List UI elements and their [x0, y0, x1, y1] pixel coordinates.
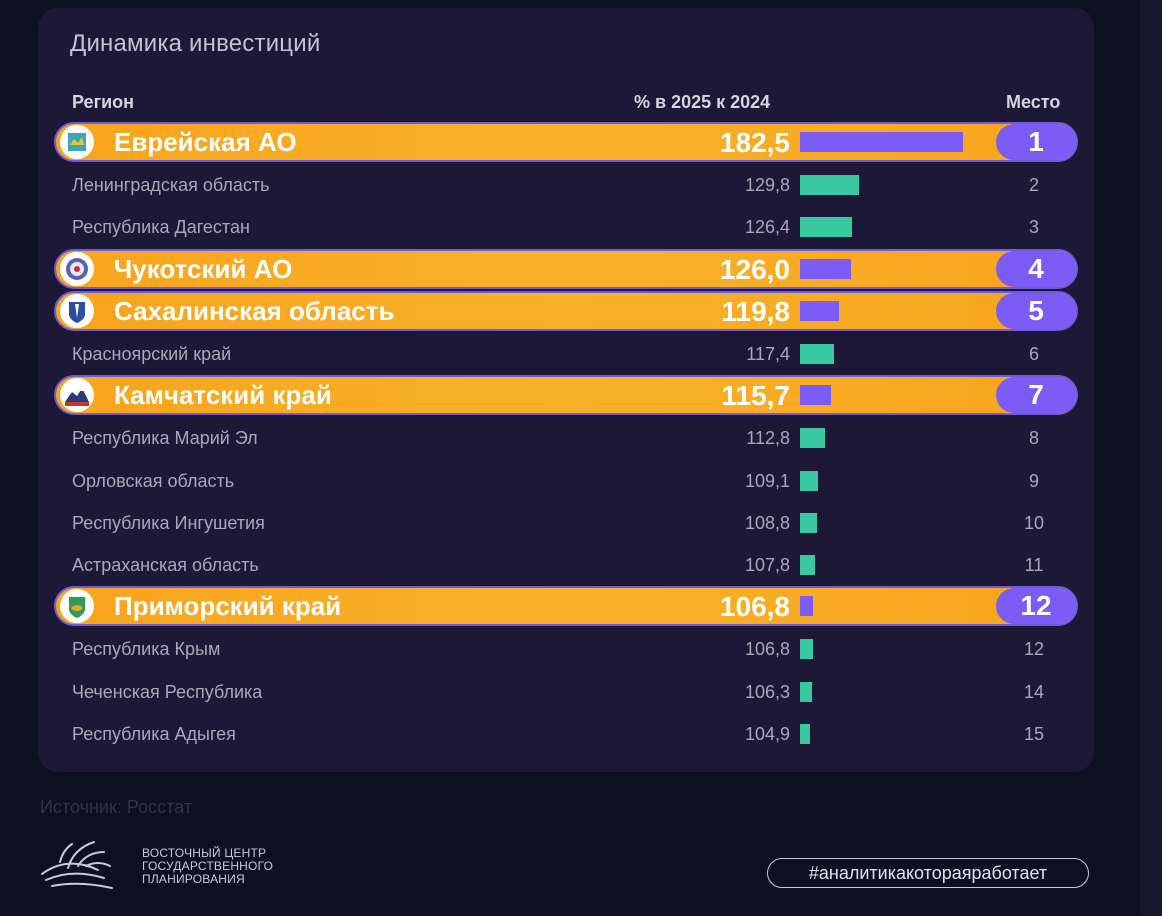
table-row: Красноярский край 117,4 6	[38, 333, 1094, 375]
highlight-pill	[54, 248, 1078, 289]
value-label: 119,8	[721, 295, 790, 327]
rank-pill	[996, 124, 1076, 160]
rank-label: 1	[1028, 126, 1044, 157]
rank-pill	[996, 377, 1076, 414]
highlight-pill	[54, 586, 1078, 627]
card-title: Динамика инвестиций	[70, 30, 321, 57]
value-label: 106,8	[719, 591, 790, 623]
table-row: Республика Ингушетия 108,8 10	[38, 502, 1094, 544]
rank-label: 4	[1028, 252, 1044, 284]
value-bar	[800, 258, 852, 279]
region-name: Республика Дагестан	[72, 217, 250, 238]
rank-label: 10	[1023, 512, 1045, 533]
rank-label: 9	[1028, 470, 1039, 491]
investment-dynamics-card: Динамика инвестиций Регион % в 2025 к 20…	[38, 8, 1094, 772]
region-name: Ленинградская область	[72, 175, 270, 196]
region-name: Республика Адыгея	[72, 723, 236, 744]
rank-label: 12	[1023, 639, 1045, 660]
table-row-highlighted: Камчатский край 115,7 7	[38, 375, 1094, 417]
logo-text: ВОСТОЧНЫЙ ЦЕНТР ГОСУДАРСТВЕННОГО ПЛАНИРО…	[142, 846, 274, 886]
rank-label: 14	[1023, 681, 1045, 702]
value-bar	[800, 175, 859, 196]
highlight-pill	[54, 290, 1078, 331]
value-bar	[800, 723, 810, 744]
value-bar	[800, 344, 835, 364]
region-name: Астраханская область	[72, 555, 259, 575]
region-name: Еврейская АО	[114, 127, 297, 157]
jewish-ao-emblem-icon	[60, 125, 94, 159]
rank-pill	[996, 292, 1076, 329]
column-header-percent: % в 2025 к 2024	[634, 92, 771, 112]
vcgp-logo-icon	[38, 832, 138, 892]
table-row: Орловская область 109,1 9	[38, 460, 1094, 502]
value-bar	[800, 512, 818, 533]
region-name: Приморский край	[114, 591, 342, 622]
value-label: 182,5	[719, 127, 790, 158]
value-bar	[800, 300, 840, 321]
value-label: 126,4	[744, 217, 790, 238]
sakhalin-emblem-icon	[60, 293, 94, 328]
value-label: 104,9	[744, 723, 790, 744]
value-label: 129,8	[744, 175, 790, 196]
rank-label: 8	[1028, 428, 1039, 449]
table-row: Республика Крым 106,8 12	[38, 628, 1094, 670]
table-row: Астраханская область 107,8 11	[38, 544, 1094, 586]
right-edge-strip	[1140, 0, 1162, 916]
column-header-rank: Место	[1006, 92, 1061, 112]
column-header-region: Регион	[72, 92, 134, 112]
value-bar	[800, 132, 964, 152]
value-label: 109,1	[744, 470, 790, 491]
table-row: Республика Марий Эл 112,8 8	[38, 417, 1094, 459]
region-name: Республика Крым	[72, 639, 221, 660]
rank-label: 2	[1028, 175, 1039, 196]
value-bar	[800, 681, 813, 702]
value-bar	[800, 639, 814, 660]
rank-pill	[996, 250, 1076, 287]
table-row-highlighted: Сахалинская область 119,8 5	[38, 290, 1094, 333]
value-bar	[800, 555, 816, 575]
rank-label: 12	[1020, 590, 1052, 622]
rank-label: 7	[1028, 379, 1044, 411]
region-name: Чукотский АО	[114, 253, 293, 284]
value-label: 108,8	[744, 512, 790, 533]
table-row: Республика Дагестан 126,4 3	[38, 206, 1094, 248]
region-name: Камчатский край	[114, 380, 332, 411]
table-row-highlighted: Чукотский АО 126,0 4	[38, 248, 1094, 291]
value-bar	[800, 217, 853, 238]
rank-label: 3	[1028, 217, 1039, 238]
value-label: 126,0	[719, 253, 790, 285]
table-row: Ленинградская область 129,8 2	[38, 164, 1094, 206]
highlight-pill	[54, 375, 1078, 416]
table-row-highlighted: Еврейская АО 182,5 1	[38, 122, 1094, 164]
value-bar	[800, 596, 814, 617]
table-row: Республика Адыгея 104,9 15	[38, 713, 1094, 755]
region-name: Республика Ингушетия	[72, 512, 265, 533]
value-label: 107,8	[744, 555, 790, 575]
rank-label: 6	[1028, 344, 1039, 364]
hashtag-badge[interactable]: #аналитикакотораяработает	[767, 858, 1089, 888]
region-name: Орловская область	[72, 470, 235, 491]
region-name: Чеченская Республика	[72, 681, 263, 702]
source-note: Источник: Росстат	[40, 797, 192, 817]
kamchatka-emblem-icon	[60, 378, 94, 413]
table-row: Чеченская Республика 106,3 14	[38, 671, 1094, 713]
region-name: Сахалинская область	[114, 295, 395, 326]
region-name: Республика Марий Эл	[72, 428, 258, 449]
value-bar	[800, 385, 832, 406]
rank-label: 11	[1024, 555, 1044, 575]
value-label: 112,8	[746, 428, 790, 449]
value-label: 106,8	[744, 639, 790, 660]
table-row-highlighted: Приморский край 106,8 12	[38, 586, 1094, 628]
region-name: Красноярский край	[72, 344, 232, 364]
value-label: 115,7	[721, 380, 790, 412]
rank-pill	[996, 588, 1076, 625]
chukotka-emblem-icon	[60, 251, 94, 286]
rank-label: 15	[1023, 723, 1045, 744]
value-bar	[800, 428, 826, 449]
value-bar	[800, 470, 819, 491]
rank-label: 5	[1028, 294, 1044, 326]
value-label: 106,3	[744, 681, 790, 702]
primorye-emblem-icon	[60, 589, 94, 624]
value-label: 117,4	[746, 344, 790, 364]
